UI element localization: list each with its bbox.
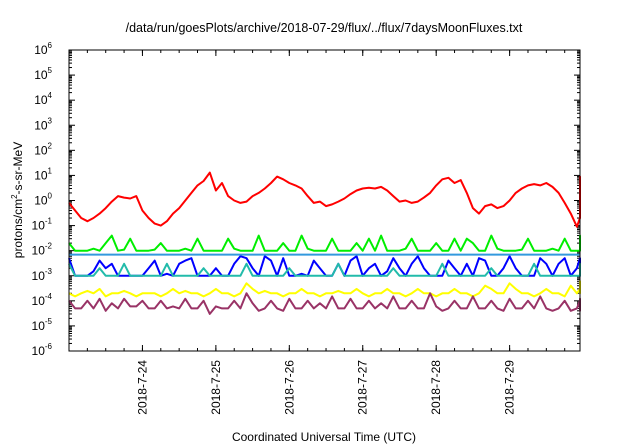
y-tick-base: 10 [34, 93, 48, 107]
y-tick-exponent: -2 [45, 242, 53, 251]
y-tick-base: 10 [34, 118, 48, 132]
y-tick-label: 10-5 [32, 317, 53, 333]
y-tick-label: 10-6 [32, 342, 53, 358]
series-line-2 [68, 255, 581, 277]
y-tick-exponent: 0 [48, 192, 53, 201]
y-tick-exponent: 1 [48, 166, 53, 175]
y-tick-base: 10 [34, 194, 48, 208]
series-line-4 [68, 262, 581, 277]
x-tick-label: 2018-7-29 [503, 360, 517, 415]
y-tick-exponent: 5 [48, 66, 53, 75]
y-tick-base: 10 [34, 143, 48, 157]
y-tick-exponent: 6 [48, 41, 53, 50]
y-tick-exponent: -5 [45, 317, 53, 326]
y-tick-base: 10 [32, 344, 46, 358]
x-tick-label: 2018-7-27 [356, 360, 370, 415]
y-axis-label-rest: -s-sr-MeV [11, 142, 25, 195]
y-tick-label: 10-3 [32, 267, 53, 283]
y-tick-base: 10 [32, 294, 46, 308]
plot-frame [68, 49, 581, 352]
y-tick-base: 10 [34, 168, 48, 182]
x-tick-label: 2018-7-26 [282, 360, 296, 415]
y-axis-ticks: 10-610-510-410-310-210-11001011021031041… [32, 41, 580, 358]
series-line-6 [68, 292, 581, 315]
y-tick-exponent: -4 [45, 292, 53, 301]
y-tick-label: 105 [34, 66, 52, 82]
x-tick-label: 2018-7-25 [209, 360, 223, 415]
y-tick-base: 10 [34, 43, 48, 57]
y-tick-base: 10 [32, 244, 46, 258]
series-line-1 [68, 234, 581, 252]
y-tick-label: 106 [34, 41, 52, 57]
y-tick-exponent: -1 [45, 217, 53, 226]
y-tick-label: 104 [34, 91, 52, 107]
y-tick-exponent: 2 [48, 141, 53, 150]
y-axis-label: protons/cm2-s-sr-MeV [10, 142, 25, 258]
y-tick-label: 103 [34, 116, 52, 132]
y-tick-base: 10 [32, 319, 46, 333]
y-tick-label: 10-2 [32, 242, 53, 258]
y-tick-label: 101 [34, 166, 52, 182]
y-tick-label: 100 [34, 192, 52, 208]
x-tick-label: 2018-7-24 [135, 360, 149, 415]
x-axis-ticks: 2018-7-24 2018-7-25 2018-7-26 2018-7-27 2018… [68, 50, 566, 415]
y-tick-exponent: 4 [48, 91, 53, 100]
x-axis-label: Coordinated Universal Time (UTC) [232, 430, 416, 444]
series-line-5 [68, 280, 581, 298]
y-tick-label: 10-1 [32, 217, 53, 233]
x-tick-label: 2018-7-28 [429, 360, 443, 415]
y-tick-base: 10 [32, 269, 46, 283]
y-axis-label-base: protons/cm [11, 199, 25, 258]
y-tick-label: 10-4 [32, 292, 53, 308]
y-tick-exponent: -3 [45, 267, 53, 276]
y-tick-exponent: -6 [45, 342, 53, 351]
chart-title: /data/run/goesPlots/archive/2018-07-29/f… [126, 21, 523, 35]
y-tick-label: 102 [34, 141, 52, 157]
series-lines [68, 171, 581, 315]
y-tick-exponent: 3 [48, 116, 53, 125]
series-line-0 [68, 171, 581, 228]
y-axis-label-sup: 2 [10, 194, 19, 199]
y-tick-base: 10 [32, 219, 46, 233]
y-tick-base: 10 [34, 68, 48, 82]
